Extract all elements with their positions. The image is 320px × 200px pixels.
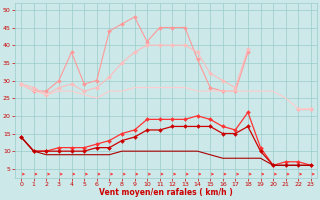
X-axis label: Vent moyen/en rafales ( km/h ): Vent moyen/en rafales ( km/h ) <box>99 188 233 197</box>
